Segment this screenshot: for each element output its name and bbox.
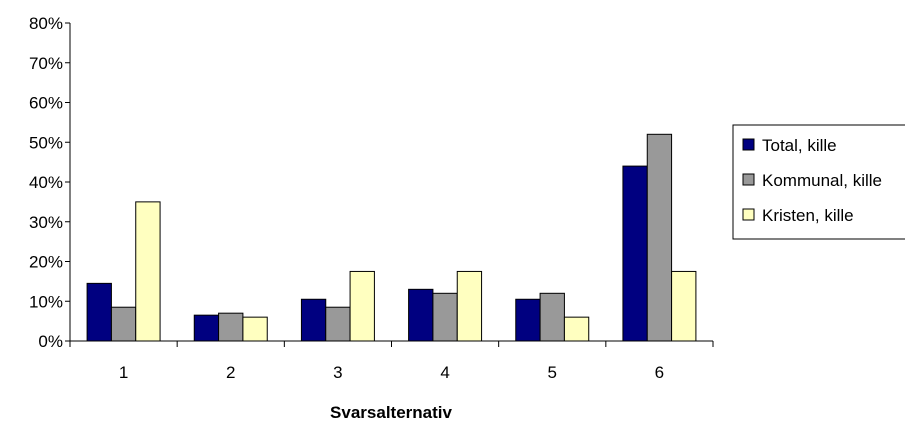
bar-3-2 — [242, 316, 268, 342]
bar-3-1 — [135, 201, 161, 342]
bar-1-2 — [193, 314, 220, 342]
y-tick-label: 50% — [29, 133, 63, 152]
bar-1-1 — [86, 282, 112, 342]
x-tick-label: 5 — [548, 363, 557, 382]
y-tick-label: 20% — [29, 253, 63, 272]
bar-2-1 — [110, 306, 137, 342]
legend-swatch — [742, 173, 755, 186]
legend-box — [732, 124, 905, 240]
y-tick-label: 70% — [29, 54, 63, 73]
y-tick-label: 80% — [29, 14, 63, 33]
y-tick-label: 40% — [29, 173, 63, 192]
bars — [86, 133, 697, 342]
y-tick-label: 30% — [29, 213, 63, 232]
y-axis: 0% 10% 20% 30% 40% 50% 60% 70% 80% — [29, 14, 71, 351]
legend-label: Total, kille — [762, 136, 837, 155]
legend-swatch — [742, 138, 755, 151]
x-tick-label: 4 — [440, 363, 449, 382]
bar-2-6 — [646, 133, 673, 342]
bar-3-6 — [671, 270, 697, 342]
legend: Total, kille Kommunal, kille Kristen, kill… — [732, 124, 905, 240]
y-tick-label: 0% — [38, 332, 63, 351]
legend-label: Kristen, kille — [762, 206, 854, 225]
y-tick-label: 60% — [29, 94, 63, 113]
bar-3-3 — [349, 270, 375, 342]
x-tick-label: 2 — [226, 363, 235, 382]
bar-1-6 — [622, 165, 648, 342]
bar-2-2 — [218, 312, 244, 342]
bar-3-5 — [563, 316, 590, 342]
bar-2-5 — [539, 292, 565, 342]
x-axis: 1 2 3 4 5 6 — [69, 340, 714, 382]
x-tick-label: 3 — [333, 363, 342, 382]
legend-swatch — [742, 208, 755, 221]
x-axis-title: Svarsalternativ — [330, 403, 452, 422]
bar-1-4 — [408, 288, 434, 342]
bar-3-4 — [456, 270, 483, 342]
bar-1-5 — [515, 298, 541, 342]
bar-2-4 — [432, 292, 458, 342]
x-tick-label: 6 — [655, 363, 664, 382]
bar-1-3 — [300, 298, 327, 342]
x-tick-label: 1 — [119, 363, 128, 382]
legend-label: Kommunal, kille — [762, 171, 882, 190]
bar-2-3 — [325, 306, 351, 342]
y-tick-label: 10% — [29, 292, 63, 311]
